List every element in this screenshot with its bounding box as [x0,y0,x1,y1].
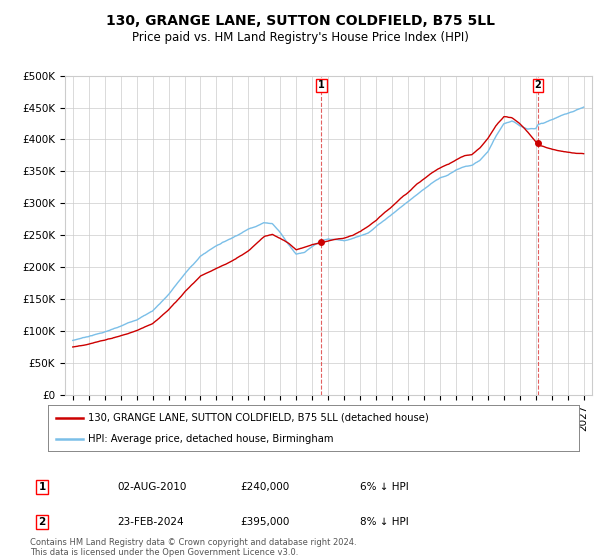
Text: Contains HM Land Registry data © Crown copyright and database right 2024.
This d: Contains HM Land Registry data © Crown c… [30,538,356,557]
Text: 2: 2 [535,81,541,90]
Text: 6% ↓ HPI: 6% ↓ HPI [360,482,409,492]
Text: 02-AUG-2010: 02-AUG-2010 [117,482,187,492]
Text: 130, GRANGE LANE, SUTTON COLDFIELD, B75 5LL (detached house): 130, GRANGE LANE, SUTTON COLDFIELD, B75 … [88,413,428,423]
Text: 2: 2 [38,517,46,527]
Text: Price paid vs. HM Land Registry's House Price Index (HPI): Price paid vs. HM Land Registry's House … [131,31,469,44]
Text: 1: 1 [318,81,325,90]
Text: 23-FEB-2024: 23-FEB-2024 [117,517,184,527]
Text: £395,000: £395,000 [240,517,289,527]
Text: HPI: Average price, detached house, Birmingham: HPI: Average price, detached house, Birm… [88,435,334,444]
Text: 130, GRANGE LANE, SUTTON COLDFIELD, B75 5LL: 130, GRANGE LANE, SUTTON COLDFIELD, B75 … [106,14,494,28]
Text: £240,000: £240,000 [240,482,289,492]
Text: 1: 1 [38,482,46,492]
Text: 8% ↓ HPI: 8% ↓ HPI [360,517,409,527]
